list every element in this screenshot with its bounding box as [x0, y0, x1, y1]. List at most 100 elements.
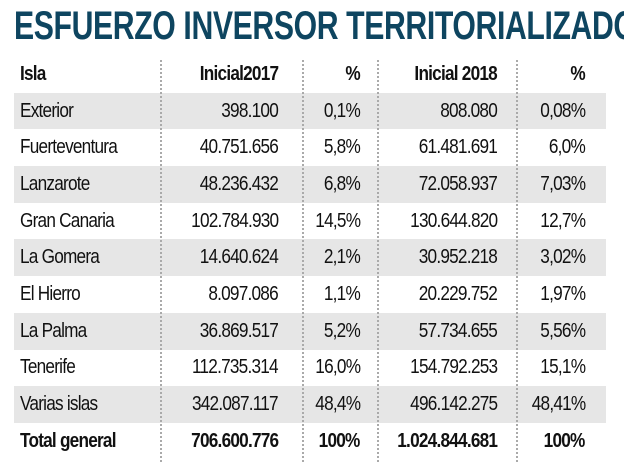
cell-isla: La Gomera — [20, 239, 112, 276]
cell-value: 2,1% — [323, 246, 361, 269]
cell-value: 154.792.253 — [409, 356, 498, 379]
cell-value: Lanzarote — [20, 172, 90, 195]
cell-inicial-2017: 8.097.086 — [197, 276, 278, 313]
cell-value: 48,4% — [315, 393, 361, 416]
cell-value: 72.058.937 — [418, 172, 498, 195]
cell-inicial-2018: 61.481.691 — [406, 129, 498, 166]
cell-pct-2018: 15,1% — [533, 350, 586, 387]
header-inicial-2017: Inicial2017 — [187, 56, 278, 93]
cell-inicial-2017: 40.751.656 — [187, 129, 279, 166]
cell-value: La Gomera — [20, 246, 100, 269]
cell-inicial-2018: 808.080 — [431, 93, 498, 130]
cell-value: 0,08% — [540, 99, 586, 122]
cell-value: 14,5% — [315, 209, 361, 232]
header-label: % — [345, 62, 360, 85]
cell-pct-2017: 1,1% — [318, 276, 361, 313]
cell-pct-2018: 1,97% — [533, 276, 586, 313]
cell-value: 5,2% — [323, 319, 361, 342]
cell-value: Fuerteventura — [20, 136, 118, 159]
cell-isla: Fuerteventura — [20, 129, 133, 166]
table-row: Varias islas 342.087.117 48,4% 496.142.275 4… — [14, 386, 606, 423]
cell-pct-2018: 5,56% — [533, 313, 586, 350]
header-pct-2017: % — [343, 56, 360, 93]
cell-value: 8.097.086 — [208, 282, 278, 305]
cell-inicial-2018: 57.734.655 — [406, 313, 498, 350]
cell-inicial-2018: 72.058.937 — [406, 166, 498, 203]
cell-value: 5,8% — [323, 136, 361, 159]
cell-inicial-2017: 48.236.432 — [187, 166, 279, 203]
cell-pct-2017: 100% — [312, 423, 361, 460]
cell-value: 36.869.517 — [199, 319, 279, 342]
header-isla: Isla — [20, 56, 50, 93]
investment-table: Isla Inicial2017 % Inicial 2018 % Exteri… — [14, 56, 606, 460]
cell-value: 112.735.314 — [192, 356, 279, 379]
cell-value: 48,41% — [531, 393, 585, 416]
cell-value: 102.784.930 — [190, 209, 279, 232]
header-label: Inicial2017 — [199, 62, 278, 85]
cell-value: Exterior — [20, 99, 74, 122]
cell-isla: Tenerife — [20, 350, 84, 387]
cell-pct-2017: 16,0% — [308, 350, 361, 387]
cell-isla: La Palma — [20, 313, 97, 350]
cell-value: 20.229.752 — [418, 282, 498, 305]
cell-value: 0,1% — [323, 99, 361, 122]
cell-pct-2018: 100% — [537, 423, 586, 460]
cell-value: 1.024.844.681 — [397, 429, 498, 452]
table-row: La Gomera 14.640.624 2,1% 30.952.218 3,02% — [14, 239, 606, 277]
cell-pct-2017: 6,8% — [318, 166, 361, 203]
cell-value: 3,02% — [540, 246, 586, 269]
table-row: El Hierro 8.097.086 1,1% 20.229.752 1,97% — [14, 276, 606, 313]
cell-pct-2017: 5,8% — [318, 129, 361, 166]
cell-value: Tenerife — [20, 356, 76, 379]
header-label: % — [570, 62, 585, 85]
cell-inicial-2017: 14.640.624 — [187, 239, 279, 276]
cell-inicial-2017: 112.735.314 — [178, 350, 279, 387]
cell-value: 706.600.776 — [190, 429, 279, 452]
cell-inicial-2017: 398.100 — [212, 93, 279, 130]
cell-value: 1,97% — [540, 282, 586, 305]
cell-isla: Total general — [20, 423, 131, 460]
cell-value: 100% — [544, 429, 586, 452]
cell-isla: Gran Canaria — [20, 203, 129, 240]
header-pct-2018: % — [568, 56, 585, 93]
cell-isla: Varias islas — [20, 386, 110, 423]
cell-pct-2018: 3,02% — [533, 239, 586, 276]
cell-value: Total general — [20, 429, 116, 452]
cell-value: El Hierro — [20, 282, 81, 305]
cell-pct-2018: 6,0% — [543, 129, 586, 166]
column-divider — [516, 60, 518, 462]
table-row: Gran Canaria 102.784.930 14,5% 130.644.820 1… — [14, 203, 606, 240]
header-inicial-2018: Inicial 2018 — [401, 56, 497, 93]
cell-value: 48.236.432 — [199, 172, 279, 195]
cell-isla: Lanzarote — [20, 166, 101, 203]
cell-value: 1,1% — [323, 282, 361, 305]
table-row: Exterior 398.100 0,1% 808.080 0,08% — [14, 92, 606, 130]
cell-inicial-2018: 1.024.844.681 — [381, 423, 498, 460]
cell-value: La Palma — [20, 319, 87, 342]
cell-value: 15,1% — [540, 356, 586, 379]
cell-inicial-2017: 102.784.930 — [177, 203, 279, 240]
cell-value: 6,8% — [323, 172, 361, 195]
cell-value: 7,03% — [540, 172, 586, 195]
table-row: La Palma 36.869.517 5,2% 57.734.655 5,56% — [14, 312, 606, 350]
column-divider — [377, 60, 379, 462]
cell-inicial-2018: 20.229.752 — [406, 276, 498, 313]
cell-pct-2018: 48,41% — [523, 386, 585, 423]
header-label: Isla — [20, 62, 46, 85]
cell-inicial-2017: 342.087.117 — [178, 386, 279, 423]
cell-value: 130.644.820 — [409, 209, 498, 232]
cell-value: 6,0% — [548, 136, 586, 159]
cell-pct-2017: 14,5% — [308, 203, 361, 240]
cell-pct-2018: 12,7% — [533, 203, 586, 240]
cell-isla: El Hierro — [20, 276, 90, 313]
cell-inicial-2018: 154.792.253 — [396, 350, 498, 387]
cell-pct-2018: 7,03% — [533, 166, 586, 203]
cell-inicial-2017: 36.869.517 — [187, 313, 279, 350]
table-row: Lanzarote 48.236.432 6,8% 72.058.937 7,03% — [14, 166, 606, 203]
cell-inicial-2018: 30.952.218 — [406, 239, 498, 276]
cell-value: 12,7% — [540, 209, 586, 232]
cell-inicial-2017: 706.600.776 — [177, 423, 279, 460]
header-label: Inicial 2018 — [414, 62, 497, 85]
cell-value: 342.087.117 — [192, 393, 279, 416]
cell-value: 496.142.275 — [409, 393, 498, 416]
